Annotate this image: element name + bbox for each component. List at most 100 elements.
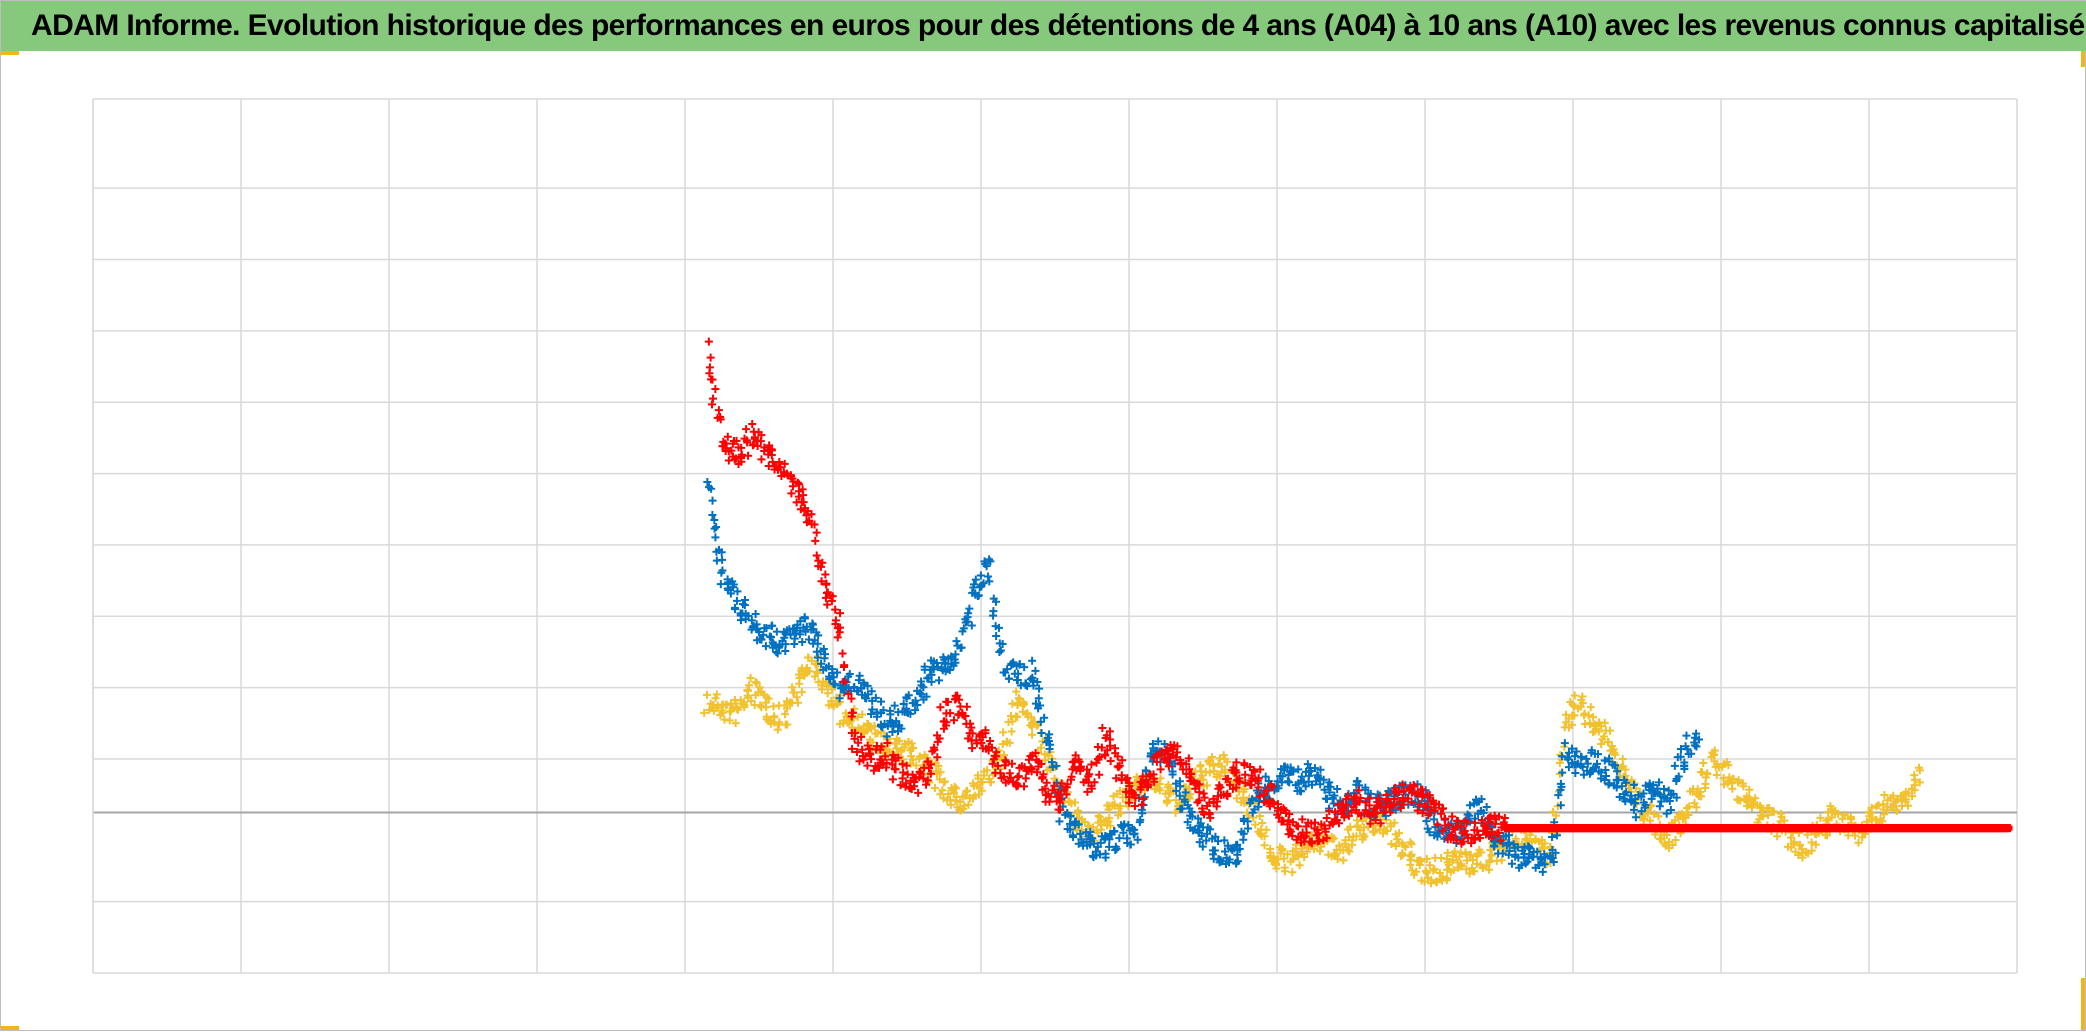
data-point: [1118, 756, 1127, 765]
data-point: [1584, 711, 1593, 720]
data-point: [1317, 820, 1326, 829]
data-point: [1415, 800, 1424, 809]
data-point: [1668, 841, 1677, 850]
data-point: [1346, 823, 1355, 832]
data-point: [1570, 711, 1579, 720]
data-point: [1325, 807, 1334, 816]
data-point: [1672, 774, 1681, 783]
data-point: [711, 384, 720, 393]
data-point: [1589, 713, 1598, 722]
data-point: [1690, 799, 1699, 808]
data-point: [989, 755, 998, 764]
data-point: [1365, 801, 1374, 810]
data-point: [1198, 842, 1207, 851]
data-point: [1077, 825, 1086, 834]
data-point: [1294, 779, 1303, 788]
data-point: [1631, 813, 1640, 822]
data-point: [955, 695, 964, 704]
data-point: [1173, 748, 1182, 757]
data-point: [960, 711, 969, 720]
data-point: [991, 597, 1000, 606]
data-point: [1003, 665, 1012, 674]
data-point: [1309, 845, 1318, 854]
data-point: [1432, 878, 1441, 887]
data-point: [1355, 826, 1364, 835]
data-point: [1654, 778, 1663, 787]
data-point: [731, 719, 740, 728]
data-point: [1164, 762, 1173, 771]
data-point: [1260, 790, 1269, 799]
data-point: [811, 536, 820, 545]
data-point: [1083, 787, 1092, 796]
data-point: [1033, 768, 1042, 777]
data-point: [708, 510, 717, 519]
data-point: [892, 717, 901, 726]
data-point: [1491, 819, 1500, 828]
data-point: [1400, 841, 1409, 850]
data-point: [1461, 848, 1470, 857]
data-point: [1892, 806, 1901, 815]
data-point: [1413, 806, 1422, 815]
data-point: [1257, 831, 1266, 840]
data-point: [1377, 799, 1386, 808]
data-point: [1549, 857, 1558, 866]
data-point: [1879, 810, 1888, 819]
data-point: [1036, 701, 1045, 710]
data-point: [838, 649, 847, 658]
data-point: [717, 548, 726, 557]
data-point: [1840, 811, 1849, 820]
data-point: [1563, 753, 1572, 762]
data-point: [1619, 762, 1628, 771]
data-point: [1571, 768, 1580, 777]
data-point: [962, 702, 971, 711]
data-point: [1168, 767, 1177, 776]
data-point: [984, 572, 993, 581]
data-point: [1612, 783, 1621, 792]
data-point: [1460, 826, 1469, 835]
data-point: [795, 679, 804, 688]
data-point: [787, 489, 796, 498]
data-point: [1392, 788, 1401, 797]
data-point: [1031, 666, 1040, 675]
data-point: [1071, 751, 1080, 760]
data-point: [712, 522, 721, 531]
data-point: [1621, 771, 1630, 780]
data-point: [1427, 876, 1436, 885]
data-point: [1156, 765, 1165, 774]
data-point: [1500, 813, 1509, 822]
data-point: [1125, 782, 1134, 791]
data-point: [926, 760, 935, 769]
data-point: [753, 441, 762, 450]
data-point: [1485, 856, 1494, 865]
data-point: [812, 528, 821, 537]
data-point: [700, 708, 709, 717]
data-point: [1302, 828, 1311, 837]
data-point: [1110, 826, 1119, 835]
data-point: [1288, 868, 1297, 877]
data-point: [1094, 811, 1103, 820]
data-point: [1558, 768, 1567, 777]
data-point: [805, 667, 814, 676]
data-point: [1219, 751, 1228, 760]
data-point: [1552, 831, 1561, 840]
data-point: [985, 577, 994, 586]
data-point: [1505, 831, 1514, 840]
data-point: [1269, 853, 1278, 862]
data-point: [774, 463, 783, 472]
data-point: [889, 722, 898, 731]
data-point: [1340, 813, 1349, 822]
data-point: [785, 698, 794, 707]
data-point: [1910, 786, 1919, 795]
data-point: [1297, 787, 1306, 796]
data-point: [1376, 819, 1385, 828]
data-point: [1239, 787, 1248, 796]
data-point: [1345, 847, 1354, 856]
data-point: [1093, 755, 1102, 764]
data-point: [751, 678, 760, 687]
data-point: [819, 644, 828, 653]
data-point: [1751, 794, 1760, 803]
data-point: [1313, 837, 1322, 846]
data-point: [1567, 744, 1576, 753]
data-point: [1279, 804, 1288, 813]
data-point: [1610, 748, 1619, 757]
